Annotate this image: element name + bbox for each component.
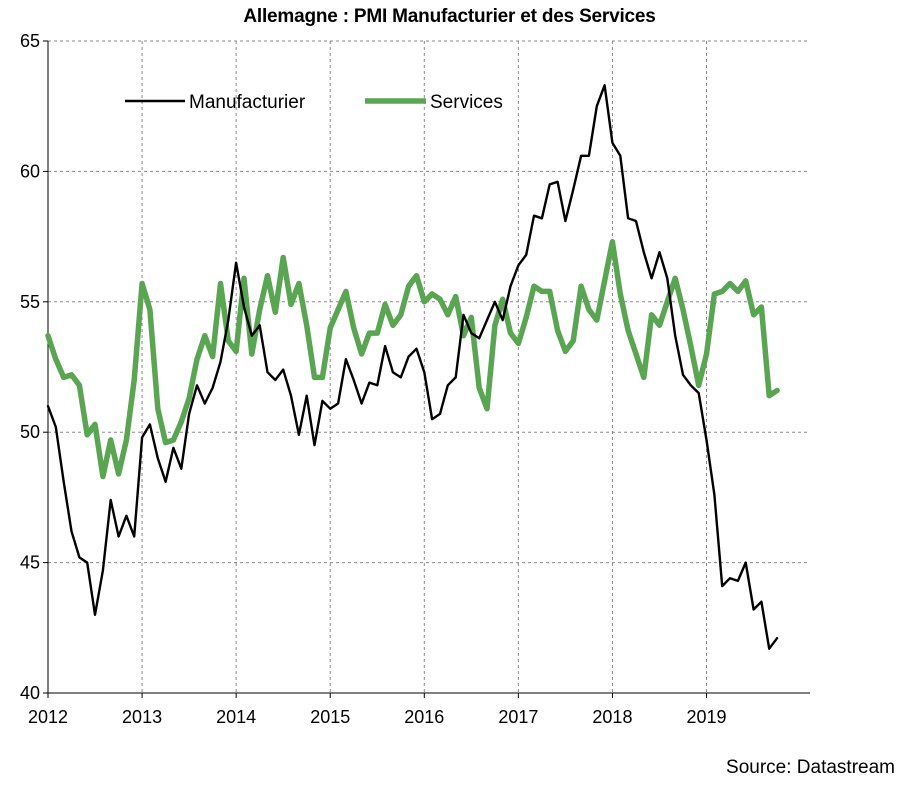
y-tick-label: 65 xyxy=(20,31,40,51)
source-note: Source: Datastream xyxy=(726,757,895,778)
gridlines xyxy=(48,40,810,693)
x-tick-label: 2019 xyxy=(686,707,726,727)
x-tick-label: 2015 xyxy=(310,707,350,727)
x-tick-label: 2018 xyxy=(592,707,632,727)
x-tick-label: 2013 xyxy=(122,707,162,727)
axes: 40 45 50 55 60 65 2012 2013 2014 2015 2016 2017 2018… xyxy=(20,31,810,727)
legend-label-manufacturier: Manufacturier xyxy=(189,92,306,113)
y-tick-label: 40 xyxy=(20,683,40,703)
chart-title: Allemagne : PMI Manufacturier et des Ser… xyxy=(243,6,656,27)
x-tick-label: 2017 xyxy=(498,707,538,727)
x-tick-label: 2016 xyxy=(404,707,444,727)
y-tick-label: 45 xyxy=(20,553,40,573)
y-tick-label: 60 xyxy=(20,161,40,181)
legend: Manufacturier Services xyxy=(125,92,503,113)
series-lines xyxy=(45,84,780,650)
x-tick-label: 2014 xyxy=(216,707,256,727)
series-line-services xyxy=(45,239,780,480)
y-tick-label: 50 xyxy=(20,422,40,442)
series-line-manufacturier xyxy=(46,84,779,650)
x-tick-label: 2012 xyxy=(28,707,68,727)
legend-label-services: Services xyxy=(430,92,503,113)
y-tick-label: 55 xyxy=(20,292,40,312)
